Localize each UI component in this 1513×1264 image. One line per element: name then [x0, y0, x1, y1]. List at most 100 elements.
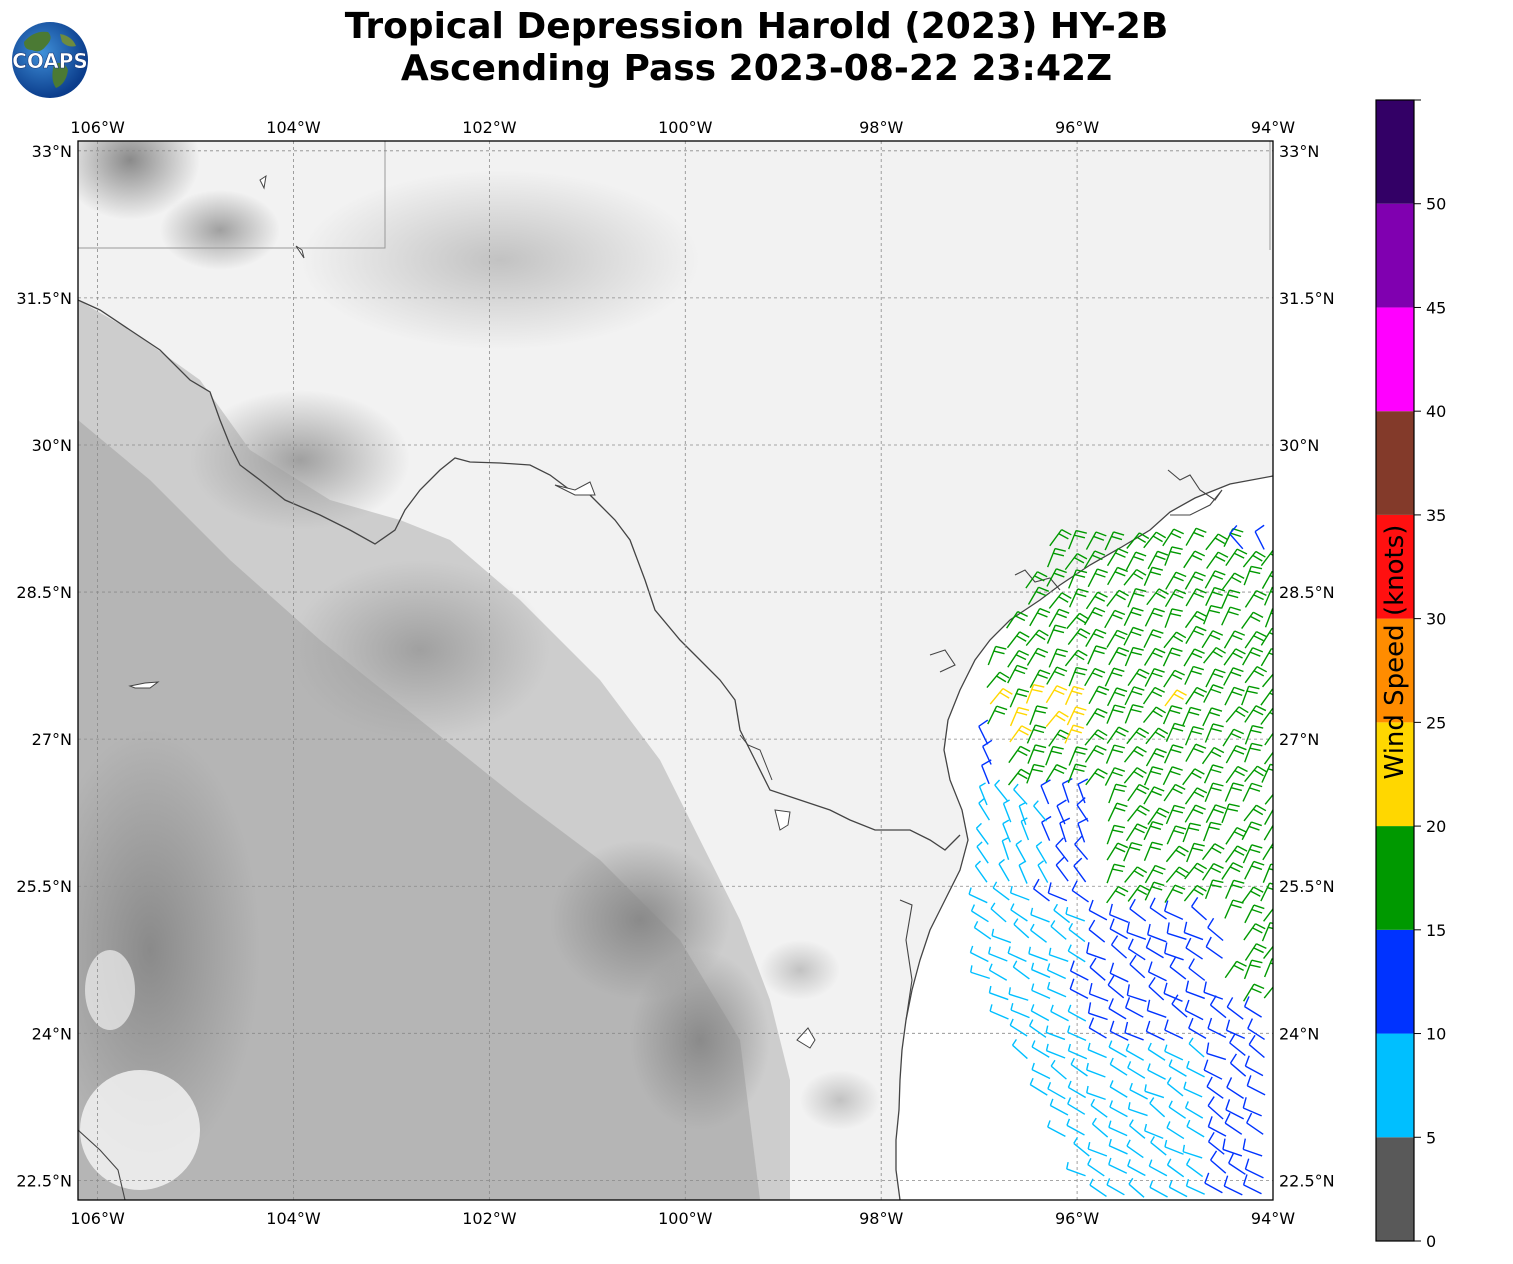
- lat-tick-label-right: 22.5°N: [1279, 1171, 1335, 1190]
- wind-barb: [1244, 1158, 1264, 1179]
- wind-barb: [1207, 917, 1224, 942]
- wind-barb: [1263, 945, 1273, 959]
- lat-tick-label-left: 27°N: [32, 730, 72, 749]
- wind-barb: [1106, 629, 1128, 648]
- wind-barb: [1169, 956, 1187, 980]
- colorbar-tick-label: 20: [1426, 817, 1446, 836]
- colorbar-tick-label: 45: [1426, 298, 1446, 317]
- wind-barb: [1225, 548, 1248, 567]
- wind-barb: [1162, 705, 1183, 725]
- wind-barb: [1260, 707, 1273, 725]
- wind-barb: [1033, 800, 1048, 822]
- wind-barb: [1147, 1063, 1166, 1080]
- wind-barb: [1046, 568, 1067, 587]
- wind-barb: [1244, 765, 1268, 783]
- wind-barb: [1242, 983, 1265, 1002]
- colorbar-bin: [1376, 1137, 1414, 1241]
- wind-barb: [1244, 705, 1267, 723]
- wind-barb: [1109, 1057, 1128, 1076]
- wind-barb: [1006, 631, 1030, 649]
- wind-barb: [1168, 1100, 1187, 1119]
- wind-barb: [1048, 608, 1070, 628]
- wind-barb: [1145, 937, 1164, 959]
- wind-barb: [1127, 1102, 1148, 1117]
- wind-barb: [1185, 686, 1208, 705]
- wind-barb: [1012, 960, 1030, 980]
- wind-barb: [1007, 946, 1027, 963]
- wind-barb: [1223, 1175, 1243, 1196]
- wind-barb: [1184, 1101, 1204, 1119]
- wind-barb: [1032, 878, 1050, 902]
- lon-tick-label-bottom: 98°W: [859, 1209, 903, 1228]
- wind-barb: [1010, 1003, 1030, 1019]
- wind-barb: [1203, 981, 1224, 1000]
- wind-barb: [1207, 1017, 1227, 1038]
- wind-barb: [1183, 648, 1205, 667]
- wind-barb: [1077, 778, 1089, 804]
- wind-barb: [1031, 983, 1051, 1000]
- lon-tick-label-top: 104°W: [266, 118, 321, 137]
- wind-barb: [1064, 649, 1088, 667]
- wind-barb: [1171, 994, 1188, 1018]
- wind-barb: [1243, 959, 1263, 980]
- wind-barb: [1086, 1085, 1106, 1101]
- lon-tick-label-bottom: 100°W: [658, 1209, 713, 1228]
- wind-barb: [1074, 835, 1089, 861]
- wind-barb: [1048, 729, 1071, 747]
- wind-barb: [1243, 923, 1266, 941]
- wind-barb: [1129, 954, 1146, 979]
- wind-barb: [1221, 606, 1241, 626]
- colorbar-bin: [1376, 411, 1414, 515]
- wind-barb: [1242, 1174, 1262, 1195]
- wind-barb: [1106, 589, 1129, 607]
- wind-barb: [1011, 1038, 1028, 1060]
- colorbar-label: Wind Speed (knots): [1380, 524, 1410, 780]
- wind-barb: [1025, 571, 1048, 589]
- lat-tick-label-left: 31.5°N: [16, 289, 72, 308]
- wind-barb: [1186, 1060, 1205, 1078]
- wind-barb: [1150, 1136, 1167, 1156]
- wind-barb: [1203, 684, 1224, 703]
- wind-barb: [1261, 570, 1273, 589]
- wind-barb: [1222, 728, 1245, 747]
- wind-barb: [1254, 524, 1265, 550]
- colorbar-bin: [1376, 722, 1414, 827]
- wind-barb: [1018, 860, 1028, 884]
- wind-barb: [968, 887, 988, 904]
- wind-barb: [1087, 1042, 1107, 1059]
- wind-barb: [1067, 628, 1091, 646]
- wind-barb: [1050, 920, 1067, 940]
- lon-tick-label-bottom: 106°W: [70, 1209, 125, 1228]
- wind-barb: [1149, 897, 1167, 920]
- wind-barb: [1165, 804, 1186, 825]
- wind-barb: [1164, 608, 1183, 628]
- wind-barb: [1030, 923, 1047, 943]
- wind-barb: [1260, 549, 1273, 567]
- wind-barb: [1045, 1025, 1066, 1041]
- wind-barb: [1148, 977, 1165, 1001]
- wind-barb: [1262, 673, 1273, 688]
- wind-barb: [976, 841, 989, 864]
- wind-barb: [1127, 884, 1151, 902]
- wind-barb: [1144, 864, 1166, 884]
- wind-barb: [1205, 533, 1229, 551]
- wind-barb: [1071, 880, 1089, 903]
- lat-tick-label-left: 30°N: [32, 436, 72, 455]
- wind-barb: [1108, 1157, 1128, 1174]
- axis-ticks: 106°W 106°W 104°W 104°W 102°W 102°W 100°W 100°W…: [16, 118, 1334, 1228]
- wind-barb: [1104, 609, 1126, 629]
- lon-tick-label-top: 106°W: [70, 118, 125, 137]
- wind-barb: [1163, 631, 1187, 649]
- wind-barb: [1263, 586, 1273, 606]
- wind-barb: [1243, 565, 1263, 586]
- wind-barb: [1184, 999, 1204, 1021]
- wind-barb: [1204, 723, 1224, 743]
- wind-barb: [1106, 886, 1129, 904]
- wind-barb: [1204, 879, 1224, 900]
- wind-barb: [1263, 986, 1273, 999]
- wind-barb: [1168, 1180, 1188, 1198]
- wind-barb: [1086, 942, 1106, 961]
- wind-barb: [1183, 921, 1204, 941]
- wind-barb: [1047, 882, 1068, 902]
